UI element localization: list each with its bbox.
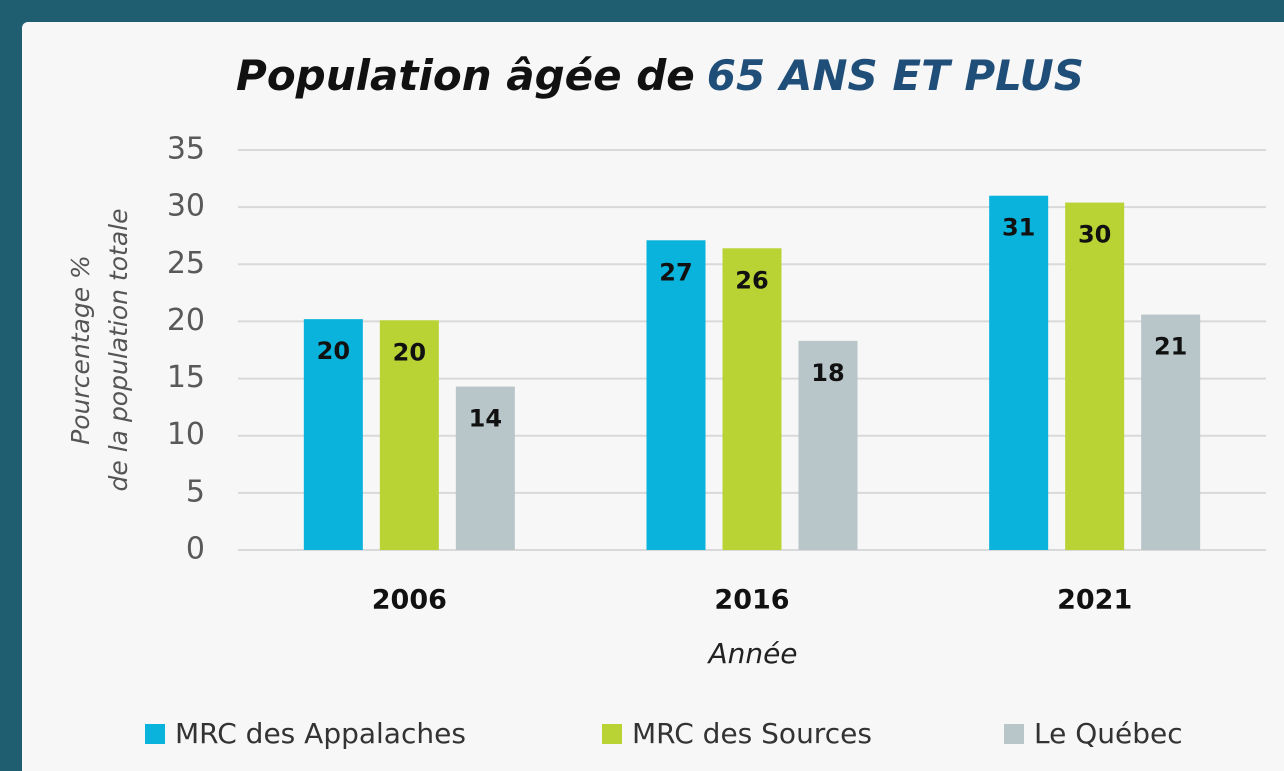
x-tick-label: 2021 [1057,585,1132,616]
bar [989,196,1048,550]
legend-swatch [602,724,622,744]
legend-label: Le Québec [1034,717,1183,750]
x-tick-label: 2016 [714,585,789,616]
bar [647,240,706,550]
legend-label: MRC des Sources [632,717,872,750]
legend-swatch [1004,724,1024,744]
page: Population âgée de65 ANS ET PLUS Pourcen… [0,0,1284,771]
data-label: 30 [1078,221,1111,249]
data-label: 27 [659,258,692,286]
data-label: 21 [1154,333,1187,361]
legend-label: MRC des Appalaches [175,717,466,750]
y-tick-label: 10 [167,417,205,452]
y-tick-label: 5 [186,474,205,509]
y-tick-label: 25 [167,246,205,281]
legend-swatch [145,724,165,744]
data-label: 20 [317,337,350,365]
data-label: 26 [735,266,768,294]
x-tick-label: 2006 [372,585,447,616]
y-tick-label: 35 [167,132,205,167]
data-label: 14 [469,405,502,433]
title-part: Population âgée de [236,51,695,100]
x-axis-label: Année [706,637,797,670]
data-label: 31 [1002,214,1035,242]
y-tick-label: 15 [167,360,205,395]
data-label: 18 [811,359,844,387]
data-label: 20 [393,338,426,366]
chart: Population âgée de65 ANS ET PLUS Pourcen… [0,0,1284,771]
bar [1065,203,1124,550]
y-tick-label: 20 [167,303,205,338]
y-tick-label: 0 [186,532,205,567]
y-label-line: Pourcentage % [66,255,95,445]
y-tick-label: 30 [167,189,205,224]
y-label-line: de la population totale [104,209,133,492]
title-emphasis: 65 ANS ET PLUS [707,51,1084,100]
